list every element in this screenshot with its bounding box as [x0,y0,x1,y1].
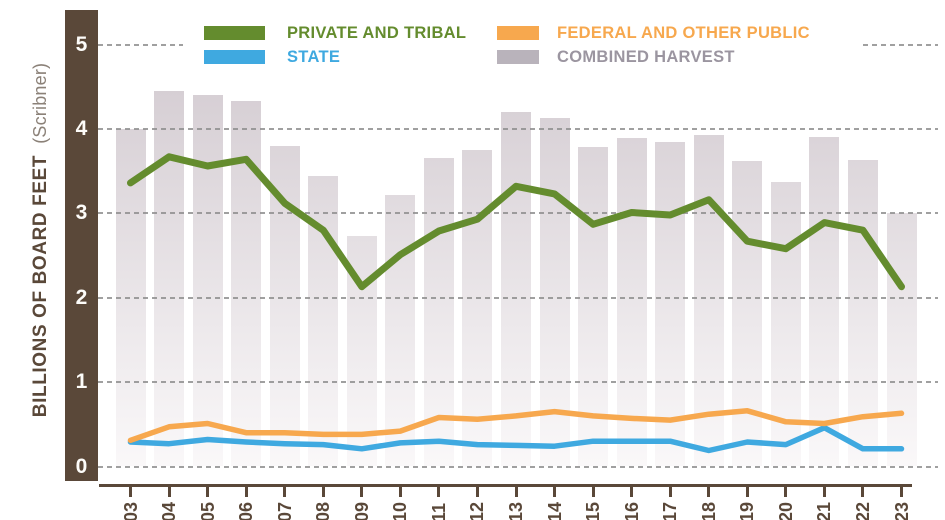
x-tick-17 [668,487,672,497]
x-tick-18 [707,487,711,497]
combined-harvest-bar-14 [539,117,570,467]
combined-harvest-bar-12 [462,150,493,467]
combined-harvest-bar-05 [192,95,223,467]
gridline-2 [98,296,938,299]
legend-swatch-federal-public [497,26,539,40]
legend-label-combined-harvest: COMBINED HARVEST [557,48,735,66]
combined-harvest-bar-13 [501,112,531,467]
legend-label-state: STATE [287,48,341,66]
x-tick-23 [900,487,903,497]
combined-harvest-bar-16 [616,138,647,467]
x-tick-12 [475,487,479,497]
y-axis-bar [65,10,98,481]
x-tick-09 [360,487,364,497]
x-tick-08 [321,487,325,497]
legend: PRIVATE AND TRIBAL STATE FEDERAL AND OTH… [183,0,859,72]
x-tick-13 [514,487,518,497]
combined-harvest-bar-23 [886,213,917,467]
gridline-3 [98,212,938,215]
x-tick-07 [283,487,287,497]
private-tribal-line [127,153,905,291]
gridline-4 [98,127,938,130]
x-axis-line [99,484,912,487]
y-tick-label-3: 3 [75,201,88,225]
x-tick-21 [822,487,826,497]
gridline-0 [98,465,938,468]
y-tick-label-5: 5 [75,32,88,56]
legend-swatch-private-tribal [204,26,265,40]
legend-label-private-tribal: PRIVATE AND TRIBAL [287,24,467,42]
x-tick-20 [784,487,788,497]
x-tick-22 [861,487,865,497]
x-tick-10 [398,487,402,497]
combined-harvest-bar-21 [809,137,840,467]
y-tick-label-4: 4 [75,116,88,140]
x-tick-03 [129,487,132,497]
x-tick-05 [206,487,210,497]
x-tick-15 [591,487,595,497]
y-tick-label-0: 0 [75,454,88,478]
x-tick-11 [437,487,441,497]
legend-label-federal-public: FEDERAL AND OTHER PUBLIC [557,24,810,42]
gridline-1 [98,381,938,384]
federal-public-line [127,408,905,444]
x-tick-16 [630,487,634,497]
combined-harvest-bar-17 [655,141,686,467]
combined-harvest-bar-10 [385,194,416,467]
x-tick-06 [244,487,248,497]
state-line [127,424,905,454]
legend-swatch-state [204,50,265,64]
x-tick-19 [745,487,749,497]
legend-swatch-combined-harvest [497,50,539,64]
x-tick-14 [553,487,557,497]
y-tick-label-1: 1 [75,370,88,394]
y-tick-label-2: 2 [75,285,88,309]
x-tick-04 [167,487,171,497]
